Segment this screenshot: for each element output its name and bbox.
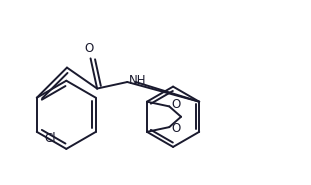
Text: Cl: Cl <box>44 132 56 145</box>
Text: O: O <box>85 42 94 55</box>
Text: O: O <box>171 122 181 135</box>
Text: O: O <box>171 98 181 111</box>
Text: NH: NH <box>128 74 146 88</box>
